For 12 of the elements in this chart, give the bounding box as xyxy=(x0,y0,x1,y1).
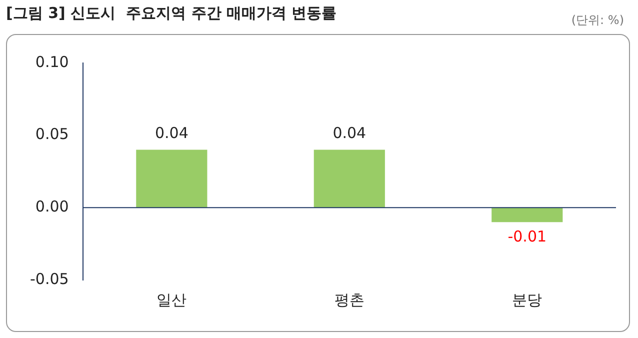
y-tick-label: -0.05 xyxy=(30,270,69,288)
y-tick-label: 0.10 xyxy=(35,52,69,71)
x-tick-label: 분당 xyxy=(512,290,542,309)
y-tick-label: 0.05 xyxy=(35,125,69,144)
data-label: 0.04 xyxy=(154,124,188,142)
x-tick-label: 평촌 xyxy=(334,290,364,309)
data-label: 0.04 xyxy=(332,124,366,142)
x-tick-label: 일산 xyxy=(156,290,187,309)
chart-subtitle: (단위: %) xyxy=(571,12,624,29)
data-label: -0.01 xyxy=(508,228,547,246)
y-tick-label: 0.00 xyxy=(35,198,69,216)
chart-title: [그림 3] 신도시 주요지역 주간 매매가격 변동률 xyxy=(6,4,337,23)
